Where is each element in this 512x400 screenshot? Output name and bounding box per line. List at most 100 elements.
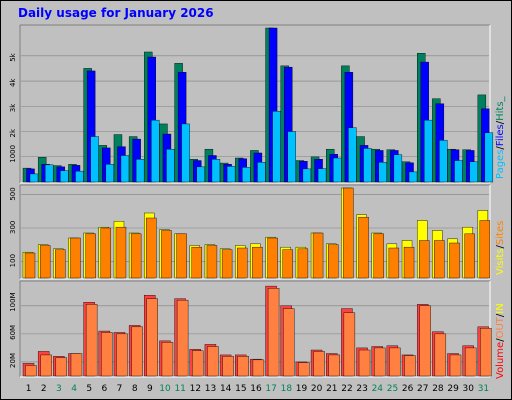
bar-out — [298, 362, 310, 377]
bar-pages — [302, 168, 312, 183]
bar-sites — [252, 246, 263, 279]
bar-out — [207, 346, 219, 377]
x-tick-label: 2 — [41, 384, 47, 394]
bar-pages — [29, 173, 39, 183]
bar-out — [267, 288, 280, 377]
y-tick-label: 100M — [9, 292, 17, 311]
bar-out — [313, 351, 325, 377]
x-tick-label: 27 — [417, 384, 428, 394]
bar-out — [343, 312, 356, 377]
y-tick-label: 4k — [9, 78, 17, 87]
bar-out — [419, 305, 431, 377]
y-tick-label: 100 — [9, 254, 17, 267]
bar-pages — [378, 162, 387, 183]
bar-out — [480, 328, 492, 377]
x-tick-label: 4 — [71, 384, 77, 394]
bar-pages — [135, 159, 145, 183]
bar-out — [101, 332, 113, 377]
bar-sites — [176, 233, 187, 279]
bar-sites — [146, 217, 157, 279]
bar-pages — [423, 119, 433, 183]
bar-pages — [196, 166, 205, 183]
x-tick-label: 22 — [341, 384, 352, 394]
bar-sites — [267, 237, 278, 279]
bar-pages — [151, 119, 160, 183]
bar-sites — [24, 252, 36, 279]
bar-pages — [181, 123, 190, 183]
bar-sites — [373, 233, 384, 279]
bar-out — [449, 354, 462, 377]
x-tick-label: 17 — [265, 384, 276, 394]
bar-out — [237, 356, 249, 377]
bar-sites — [55, 249, 66, 279]
x-tick-label: 3 — [56, 384, 62, 394]
bar-sites — [343, 187, 354, 279]
bar-out — [389, 347, 401, 377]
y-tick-label: 1000 — [9, 145, 17, 163]
legend-pages: Pages — [495, 150, 506, 179]
x-tick-label: 11 — [174, 384, 185, 394]
bar-out — [70, 353, 83, 377]
legend-visits: Visits — [495, 248, 506, 275]
bar-sites — [39, 245, 51, 279]
legend-sep: / — [495, 244, 506, 248]
legend-sep: / — [495, 338, 506, 342]
right-label-visits-sites: Visits/Sites — [495, 221, 506, 275]
bar-pages — [484, 132, 494, 183]
y-tick-label: 2k — [9, 128, 17, 137]
x-tick-label: 5 — [86, 384, 92, 394]
bar-sites — [237, 247, 248, 279]
bar-pages — [469, 161, 478, 183]
x-tick-label: 9 — [147, 384, 153, 394]
x-tick-label: 13 — [205, 384, 216, 394]
x-tick-label: 21 — [326, 384, 337, 394]
x-tick-label: 7 — [117, 384, 123, 394]
bar-sites — [479, 220, 491, 279]
bars — [22, 27, 494, 377]
x-tick-label: 20 — [311, 384, 323, 394]
bar-out — [131, 326, 143, 377]
bar-sites — [418, 240, 430, 279]
legend-sep: / — [495, 313, 506, 317]
bar-sites — [130, 233, 142, 279]
bar-pages — [90, 136, 99, 183]
bar-sites — [449, 242, 460, 279]
x-tick-label: 12 — [190, 384, 201, 394]
bar-out — [116, 333, 128, 377]
y-axis-labels: 1000 2k 3k 4k 5k 100 300 500 20M 60M 100M — [9, 52, 17, 368]
bar-pages — [44, 164, 54, 183]
bar-pages — [408, 171, 418, 183]
x-tick-label: 19 — [296, 384, 308, 394]
bar-sites — [221, 249, 233, 279]
bar-sites — [70, 237, 81, 279]
legend-files: Files — [495, 124, 506, 146]
bar-sites — [161, 230, 172, 279]
bar-sites — [85, 233, 96, 279]
bar-pages — [226, 166, 236, 183]
bar-sites — [191, 246, 202, 279]
bar-pages — [439, 140, 448, 183]
bar-sites — [312, 232, 324, 279]
x-tick-label: 30 — [463, 384, 475, 394]
x-tick-label: 28 — [432, 384, 444, 394]
y-tick-label: 5k — [9, 52, 17, 61]
legend-sep: / — [495, 146, 506, 150]
y-tick-label: 60M — [9, 325, 17, 340]
bar-out — [283, 308, 295, 377]
bar-pages — [105, 164, 115, 183]
x-tick-label: 24 — [372, 384, 384, 394]
bar-pages — [120, 155, 130, 183]
x-tick-label: 1 — [26, 384, 32, 394]
bar-pages — [454, 160, 463, 183]
bar-out — [252, 359, 265, 377]
bar-pages — [363, 148, 372, 183]
bar-out — [222, 356, 234, 377]
bar-pages — [287, 131, 296, 183]
bar-sites — [297, 248, 309, 279]
x-tick-label: 25 — [387, 384, 398, 394]
bar-sites — [328, 244, 339, 279]
x-tick-label: 14 — [220, 384, 232, 394]
x-tick-label: 23 — [356, 384, 367, 394]
bar-out — [464, 347, 477, 377]
